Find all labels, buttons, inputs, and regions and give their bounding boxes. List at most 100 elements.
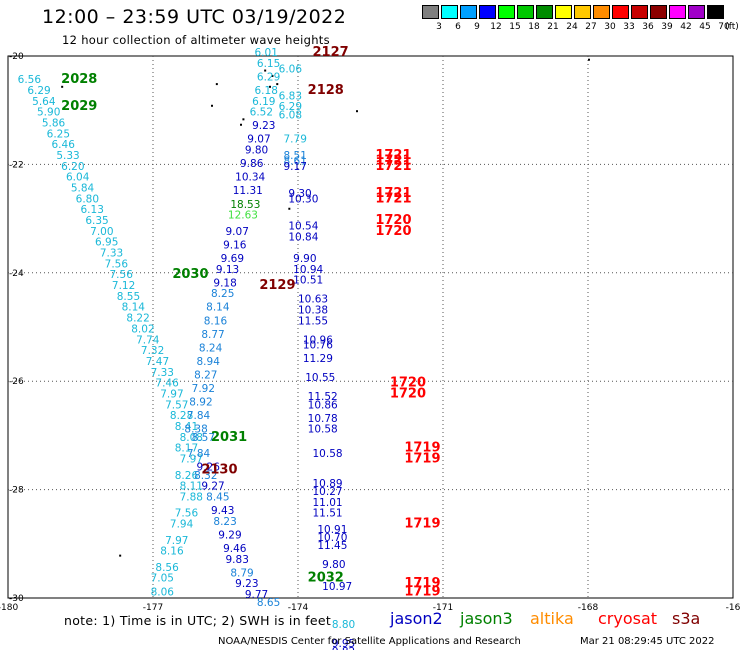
swh-reading: 7.12 — [112, 280, 135, 292]
legend-swatch — [707, 5, 724, 19]
swh-reading: 7.97 — [160, 388, 183, 400]
legend-label: 45 — [699, 22, 711, 32]
swh-reading: 8.45 — [206, 491, 229, 503]
swh-reading: 9.86 — [240, 158, 264, 170]
map-grid — [7, 55, 734, 599]
land-markers — [61, 58, 590, 557]
swh-reading: 8.06 — [151, 586, 175, 598]
pass-label: 1719 — [404, 584, 440, 599]
pass-label: 1721 — [375, 159, 411, 174]
swh-reading: 9.16 — [223, 239, 247, 251]
swh-reading: 9.77 — [245, 589, 268, 601]
swh-reading: 6.18 — [255, 85, 278, 97]
island-marker — [240, 123, 242, 126]
pass-label: 1719 — [404, 576, 440, 591]
legend-swatch — [498, 5, 515, 19]
swh-reading: 8.55 — [117, 291, 140, 303]
legend-label: 70 — [718, 22, 730, 32]
swh-reading: 9.07 — [247, 134, 270, 146]
pass-label: 1720 — [375, 224, 411, 239]
swh-reading: 8.25 — [211, 288, 234, 300]
swh-reading: 9.90 — [293, 253, 316, 265]
legend-label: 18 — [528, 22, 540, 32]
swh-reading: 7.97 — [180, 454, 203, 466]
swh-reading: 6.06 — [279, 63, 303, 75]
swh-reading: 9.82 — [332, 646, 355, 650]
swh-reading: 7.92 — [192, 383, 215, 395]
page-title: 12:00 – 23:59 UTC 03/19/2022 — [42, 6, 347, 28]
swh-reading: 9.07 — [226, 226, 249, 238]
island-marker — [61, 85, 64, 88]
swh-reading: 6.08 — [279, 109, 302, 121]
swh-reading: 10.76 — [303, 340, 333, 352]
legend-label: 39 — [661, 22, 673, 32]
swh-reading: 10.91 — [317, 524, 347, 536]
swh-reading: 9.23 — [235, 578, 258, 590]
satellite-key-item: jason2 — [390, 609, 443, 628]
swh-reading: 7.88 — [180, 491, 203, 503]
swh-reading: 8.22 — [126, 313, 149, 325]
legend-label: 42 — [680, 22, 692, 32]
swh-reading: 8.32 — [194, 470, 217, 482]
swh-reading: 9.43 — [211, 505, 234, 517]
legend-swatch — [669, 5, 686, 19]
island-marker — [215, 83, 218, 86]
swh-reading: 10.96 — [303, 334, 333, 346]
swh-reading: 8.14 — [122, 302, 146, 314]
swh-reading: 10.51 — [293, 275, 323, 287]
swh-reading: 10.58 — [308, 424, 338, 436]
swh-reading: 5.84 — [71, 183, 95, 195]
swh-reading: 8.56 — [155, 562, 179, 574]
legend-swatch — [479, 5, 496, 19]
swh-reading: 12.63 — [228, 210, 258, 222]
swh-reading: 7.79 — [284, 134, 307, 146]
swh-reading: 11.01 — [313, 497, 343, 509]
swh-reading: 9.27 — [201, 481, 224, 493]
legend-swatch — [688, 5, 705, 19]
pass-label: 1721 — [375, 153, 411, 168]
swh-reading: 6.83 — [279, 90, 302, 102]
legend-swatch — [612, 5, 629, 19]
swh-reading: 7.84 — [187, 410, 211, 422]
swh-reading: 10.55 — [305, 372, 335, 384]
swh-reading: 8.94 — [197, 356, 221, 368]
lon-tick-label: -168 — [578, 603, 599, 613]
swh-reading: 6.35 — [85, 215, 108, 227]
swh-reading: 5.86 — [42, 117, 66, 129]
swh-reading: 5.90 — [37, 107, 60, 119]
swh-reading: 11.51 — [313, 508, 343, 520]
swh-reading: 10.63 — [298, 294, 328, 306]
pass-label: 2028 — [61, 72, 97, 87]
swh-reading: 6.19 — [252, 96, 275, 108]
swh-reading: 10.38 — [298, 304, 328, 316]
island-marker — [264, 69, 267, 72]
swh-reading: 6.01 — [255, 47, 278, 59]
satellite-key-item: altika — [530, 609, 574, 628]
legend-label: 3 — [436, 22, 442, 32]
swh-reading: 7.46 — [155, 378, 179, 390]
lon-tick-label: -174 — [288, 603, 309, 613]
pass-label: 2031 — [211, 430, 247, 445]
legend-swatch — [650, 5, 667, 19]
lon-tick-label: -177 — [143, 603, 163, 613]
lon-tick-label: -180 — [0, 603, 18, 613]
swh-reading: 6.95 — [95, 237, 118, 249]
legend-swatch — [422, 5, 439, 19]
swh-reading: 7.33 — [100, 248, 123, 260]
swh-reading: 9.83 — [226, 554, 249, 566]
swh-reading: 10.78 — [308, 413, 338, 425]
swh-reading: 10.58 — [313, 448, 343, 460]
swh-reading: 8.65 — [257, 597, 280, 609]
lat-tick-label: -26 — [9, 377, 24, 387]
units-note: note: 1) Time is in UTC; 2) SWH is in fe… — [64, 613, 332, 628]
swh-reading: 8.26 — [175, 470, 199, 482]
swh-reading: 6.13 — [81, 204, 104, 216]
legend-unit: (ft) — [725, 22, 739, 32]
island-marker — [211, 104, 213, 107]
swh-reading: 6.46 — [52, 139, 76, 151]
legend-label: 6 — [455, 22, 461, 32]
pass-label: 2030 — [172, 267, 208, 282]
swh-reading: 9.80 — [245, 145, 268, 157]
legend-label: 15 — [509, 22, 521, 32]
swh-reading: 8.23 — [213, 516, 236, 528]
